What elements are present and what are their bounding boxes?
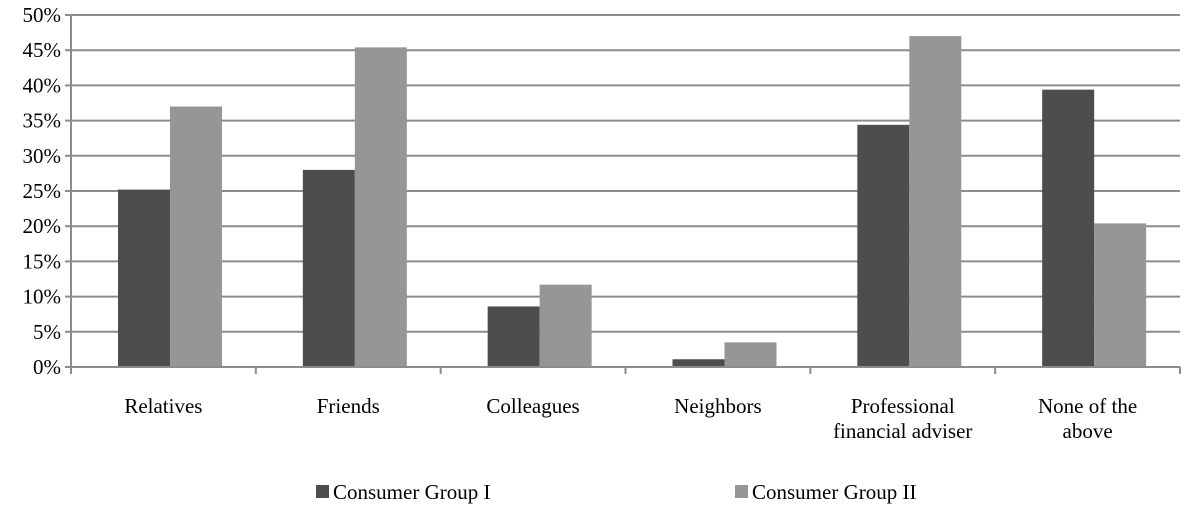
bar-group-ii <box>170 106 222 368</box>
bar-group-i <box>487 306 540 367</box>
bar-group-i <box>1042 89 1095 368</box>
x-tick-label: Colleagues <box>486 394 579 418</box>
y-tick-label: 35% <box>23 109 62 133</box>
bar-group-ii <box>354 47 407 367</box>
y-tick-label: 45% <box>23 38 62 62</box>
bar-group-ii <box>724 342 777 367</box>
y-tick-label: 30% <box>23 144 62 168</box>
axis-labels: 0% 5% 10% 15% 20% 25% 30% 35% 40% 45% 50% Relatives… <box>23 3 1138 443</box>
bar-group-i <box>118 189 170 367</box>
bars <box>118 36 1147 368</box>
axes <box>65 14 1181 374</box>
x-tick-label: Relatives <box>124 394 202 418</box>
legend-label: Consumer Group II <box>752 480 916 504</box>
x-tick-label: Professional financial adviser <box>833 394 972 443</box>
bar-group-ii <box>909 36 962 368</box>
y-tick-label: 0% <box>33 355 61 379</box>
x-tick-label: Friends <box>317 394 380 418</box>
y-tick-label: 20% <box>23 214 62 238</box>
y-tick-label: 5% <box>33 320 61 344</box>
y-tick-label: 50% <box>23 3 62 27</box>
y-tick-label: 10% <box>23 285 62 309</box>
bar-group-i <box>672 359 725 367</box>
gridlines <box>71 14 1180 333</box>
y-tick-label: 15% <box>23 249 62 273</box>
bar-group-i <box>302 169 355 367</box>
legend: Consumer Group I Consumer Group II <box>316 480 916 504</box>
x-tick-label: Neighbors <box>674 394 762 418</box>
bar-group-ii <box>1094 223 1147 367</box>
bar-group-ii <box>539 284 592 367</box>
y-tick-label: 25% <box>23 179 62 203</box>
y-tick-label: 40% <box>23 73 62 97</box>
bar-group-i <box>857 124 910 367</box>
x-tick-label: None of the above <box>1038 394 1137 443</box>
legend-swatch <box>735 485 748 498</box>
legend-swatch <box>316 485 329 498</box>
legend-label: Consumer Group I <box>333 480 490 504</box>
